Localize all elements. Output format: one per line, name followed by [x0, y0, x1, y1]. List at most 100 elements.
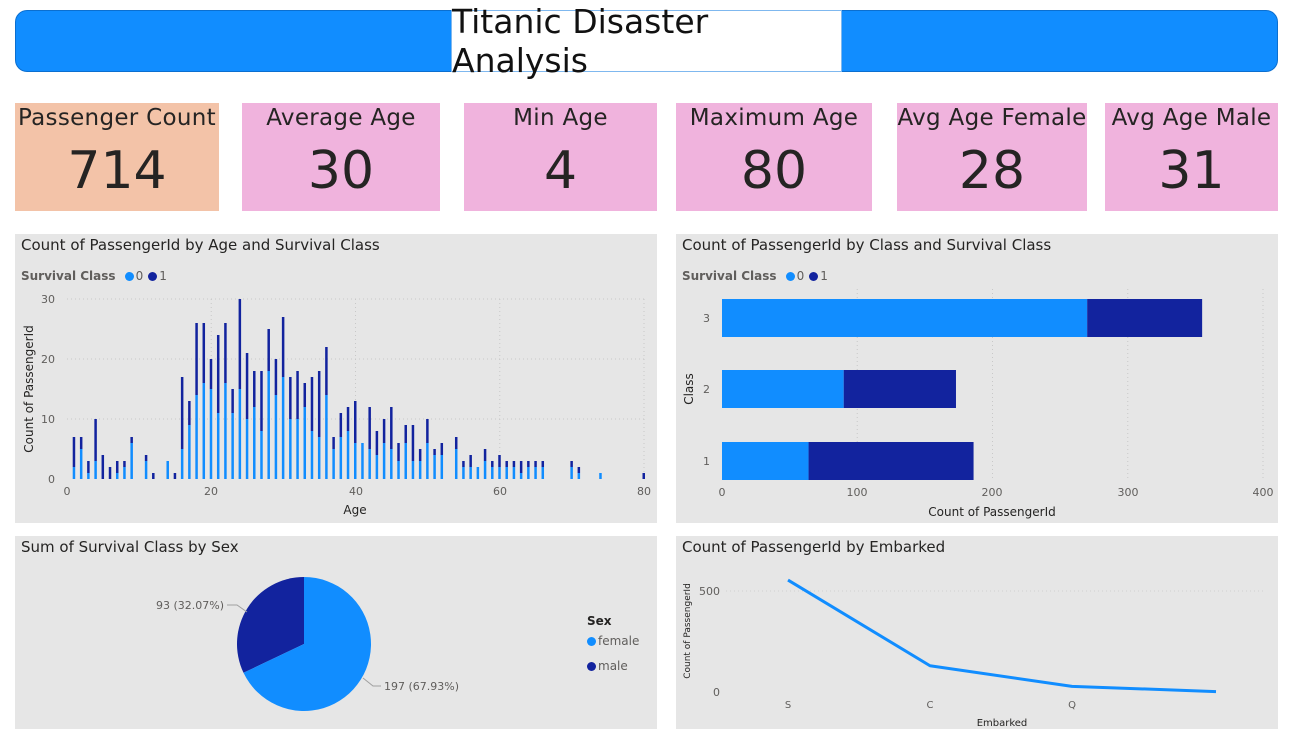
bar-class-1-survival-1 [808, 442, 974, 480]
bar-survival-0 [527, 467, 530, 479]
bar-survival-0 [375, 455, 379, 479]
bar-survival-1 [202, 323, 206, 383]
y-tick-label: 3 [703, 312, 710, 325]
bar-survival-1 [224, 323, 227, 383]
bar-survival-1 [505, 461, 508, 467]
legend-item-1: 1 [820, 269, 828, 283]
bar-survival-1 [433, 449, 436, 455]
y-tick-label: 500 [699, 585, 720, 598]
class-chart-panel[interactable]: Count of PassengerId by Class and Surviv… [676, 234, 1278, 523]
x-tick-label: 400 [1253, 486, 1274, 499]
bar-survival-0 [368, 449, 371, 479]
x-tick-label: 300 [1118, 486, 1139, 499]
x-axis-title: Embarked [977, 718, 1028, 729]
bar-survival-0 [599, 473, 602, 479]
bar-survival-1 [188, 401, 191, 425]
bar-survival-1 [462, 461, 465, 467]
bar-survival-1 [72, 437, 76, 467]
bar-survival-1 [440, 443, 444, 455]
bar-survival-1 [346, 407, 350, 431]
page-title: Titanic Disaster Analysis [451, 2, 842, 80]
bar-survival-1 [130, 437, 133, 443]
bar-survival-1 [483, 449, 487, 461]
bar-survival-0 [188, 425, 191, 479]
legend-title: Survival Class [682, 269, 777, 283]
x-tick-label: 0 [719, 486, 726, 499]
bar-survival-1 [123, 461, 126, 467]
x-tick-label: 80 [637, 485, 651, 498]
legend-entry-male[interactable]: male [587, 659, 639, 673]
bar-survival-0 [411, 461, 415, 479]
x-tick-label: S [785, 700, 791, 711]
bar-survival-1 [570, 461, 573, 467]
bar-survival-0 [462, 467, 465, 479]
embarked-line [787, 578, 1217, 694]
bar-survival-0 [519, 473, 523, 479]
bar-survival-0 [339, 437, 343, 479]
kpi-label: Avg Age Male [1111, 105, 1272, 131]
kpi-value: 80 [740, 141, 808, 201]
bar-survival-1 [339, 413, 343, 437]
pie-data-label-female: 197 (67.93%) [384, 680, 459, 693]
bar-survival-1 [512, 461, 516, 467]
x-tick-label: C [927, 700, 934, 711]
y-tick-label: 2 [703, 383, 710, 396]
kpi-card-average-age: Average Age 30 [242, 103, 440, 211]
legend-label: male [598, 659, 628, 673]
kpi-label: Maximum Age [689, 105, 859, 131]
kpi-value: 30 [307, 141, 375, 201]
bar-survival-1 [397, 443, 400, 461]
bar-survival-0 [72, 467, 76, 479]
bar-survival-1 [180, 377, 184, 449]
kpi-card-maximum-age: Maximum Age 80 [676, 103, 872, 211]
bar-class-3-survival-0 [722, 299, 1088, 337]
bar-survival-0 [433, 455, 436, 479]
bar-survival-0 [317, 437, 321, 479]
bar-survival-0 [209, 389, 213, 479]
bar-survival-1 [303, 383, 307, 407]
bar-survival-1 [238, 299, 242, 389]
bar-survival-1 [354, 401, 357, 443]
kpi-value: 714 [67, 141, 167, 201]
bar-survival-0 [130, 443, 133, 479]
bar-survival-1 [108, 467, 112, 479]
bar-survival-1 [152, 473, 155, 479]
bar-survival-0 [289, 419, 292, 479]
bar-survival-1 [426, 419, 429, 443]
x-tick-label: 40 [349, 485, 363, 498]
sex-chart-panel[interactable]: Sum of Survival Class by Sex 197 (67.93%… [15, 536, 657, 729]
bar-survival-1 [245, 353, 249, 419]
age-chart-panel[interactable]: Count of PassengerId by Age and Survival… [15, 234, 657, 523]
bar-survival-1 [310, 377, 314, 431]
y-axis-title: Class [682, 373, 696, 405]
legend-dot-0 [785, 272, 795, 281]
class-bar-chart: 0 100 200 300 400 Count of PassengerId C… [682, 289, 1274, 519]
bar-survival-1 [317, 371, 321, 437]
bar-survival-0 [483, 461, 487, 479]
chart-title: Count of PassengerId by Class and Surviv… [682, 236, 1052, 254]
bar-survival-1 [491, 461, 494, 467]
kpi-label: Average Age [266, 105, 416, 131]
chart-legend: Survival Class 0 1 [682, 269, 828, 283]
bar-survival-1 [411, 425, 415, 461]
bar-survival-0 [87, 473, 90, 479]
bar-survival-1 [209, 359, 213, 389]
bar-survival-0 [426, 443, 429, 479]
bar-survival-0 [123, 467, 126, 479]
bar-survival-0 [231, 413, 234, 479]
bar-survival-0 [390, 449, 393, 479]
legend-title: Survival Class [21, 269, 116, 283]
embarked-chart-panel[interactable]: Count of PassengerId by Embarked 0 500 E… [676, 536, 1278, 729]
kpi-value: 4 [543, 141, 578, 201]
x-tick-label: 0 [64, 485, 71, 498]
y-tick-label: 0 [48, 473, 55, 486]
bar-survival-0 [260, 431, 263, 479]
legend-entry-female[interactable]: female [587, 634, 639, 648]
kpi-label: Passenger Count [18, 105, 216, 131]
bar-survival-0 [253, 407, 256, 479]
bar-survival-1 [216, 335, 220, 413]
y-tick-label: 20 [41, 353, 55, 366]
bar-survival-0 [454, 449, 458, 479]
y-tick-label: 1 [703, 455, 710, 468]
bar-survival-1 [101, 455, 105, 479]
